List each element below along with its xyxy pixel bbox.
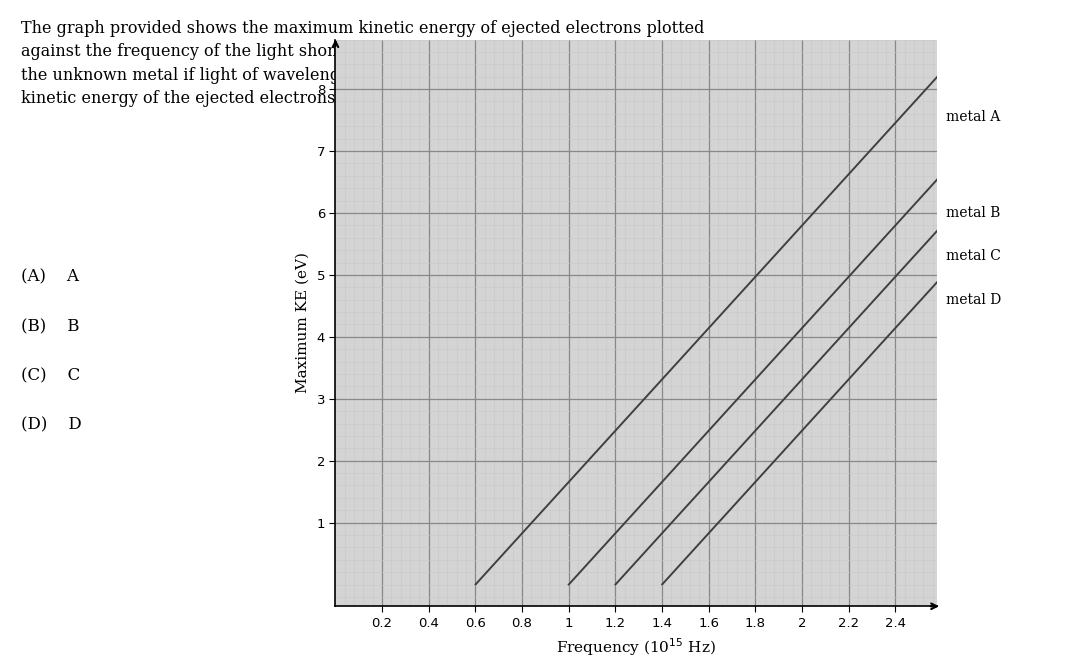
Text: The graph provided shows the maximum kinetic energy of ejected electrons plotted: The graph provided shows the maximum kin… [21, 20, 742, 107]
Y-axis label: Maximum KE (eV): Maximum KE (eV) [296, 252, 310, 393]
Text: metal C: metal C [946, 249, 1001, 264]
Text: metal B: metal B [946, 206, 1000, 220]
Text: (B)    B: (B) B [21, 318, 80, 335]
X-axis label: Frequency (10$^{15}$ Hz): Frequency (10$^{15}$ Hz) [556, 637, 717, 658]
Text: metal A: metal A [946, 110, 1000, 124]
Text: (C)    C: (C) C [21, 368, 81, 384]
Text: (A)    A: (A) A [21, 269, 79, 286]
Text: (D)    D: (D) D [21, 416, 82, 434]
Text: metal D: metal D [946, 293, 1001, 306]
